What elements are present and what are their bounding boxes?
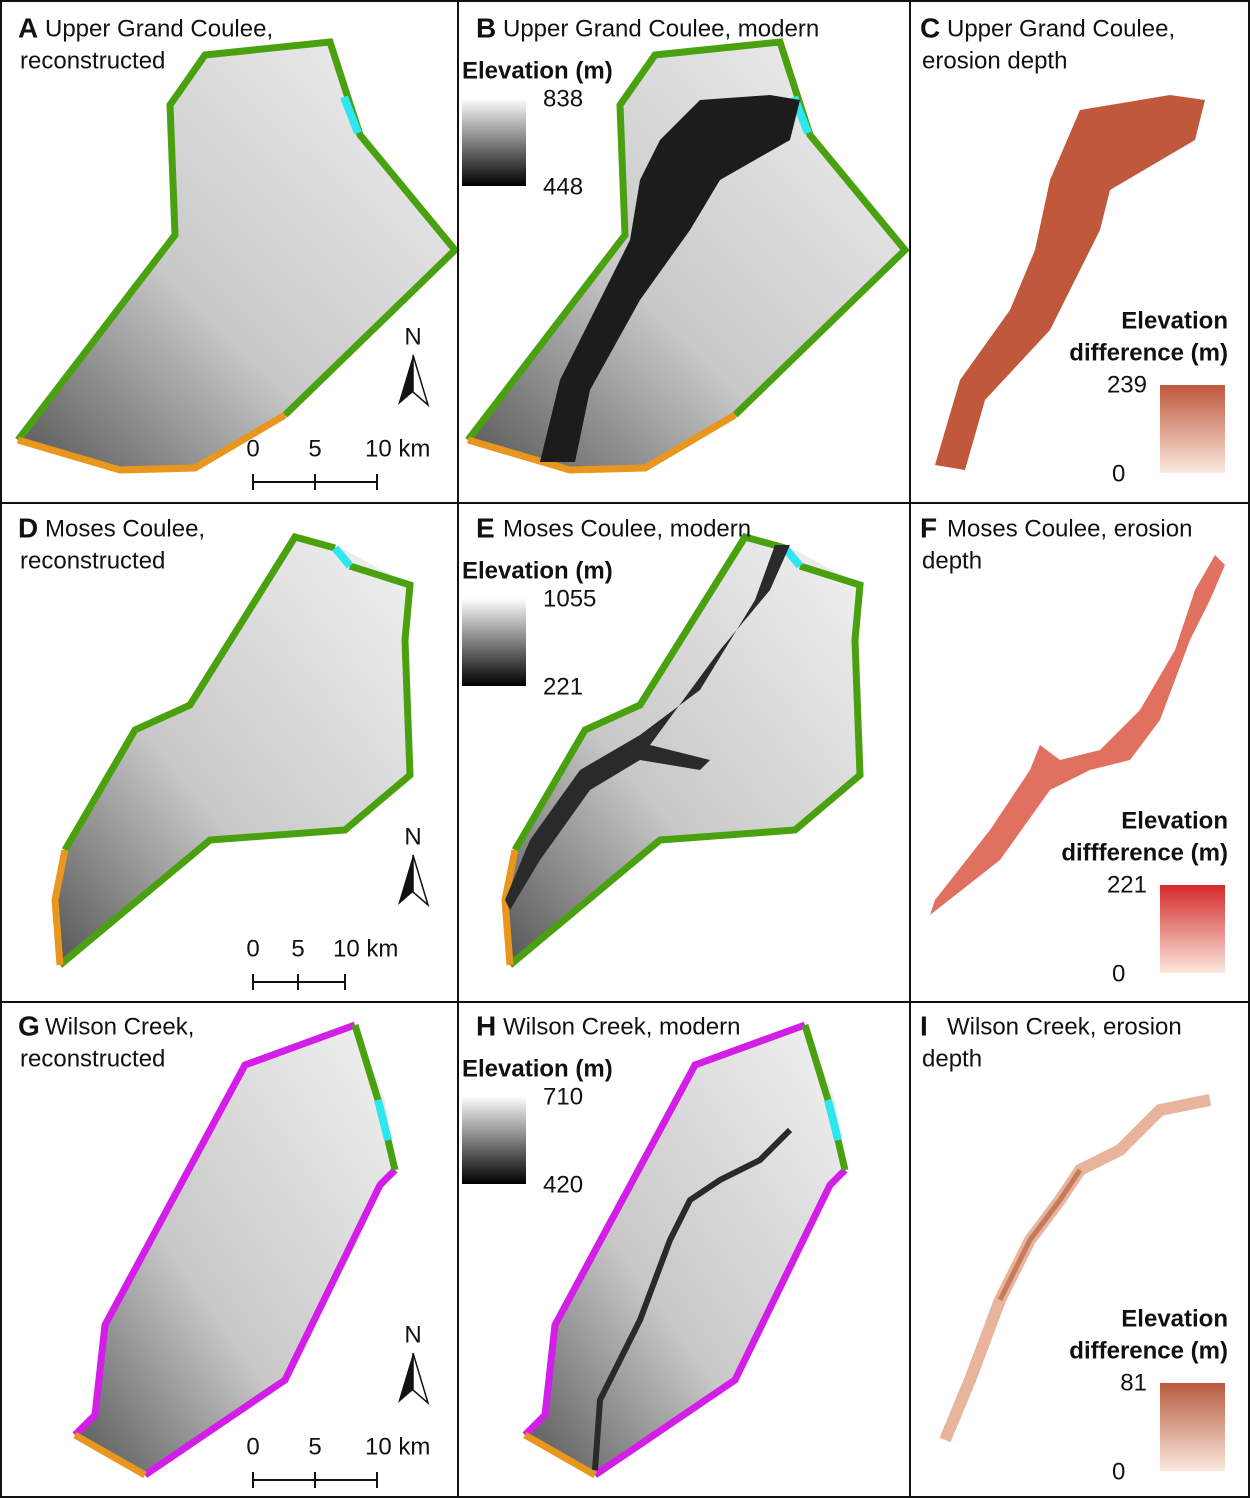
legend-min: 0 — [1112, 960, 1125, 987]
panel-title: reconstructed — [20, 47, 165, 74]
scale-label: 10 km — [365, 1433, 430, 1460]
legend-min: 221 — [543, 673, 583, 700]
panel-letter: G — [18, 1010, 40, 1041]
panel-title: Wilson Creek, modern — [503, 1013, 740, 1040]
panel-title: Moses Coulee, modern — [503, 515, 751, 542]
panel-title: Moses Coulee, erosion — [947, 515, 1192, 542]
map-reconstructed — [55, 537, 410, 965]
north-arrow-left — [398, 355, 413, 405]
legend-max: 81 — [1120, 1369, 1147, 1396]
north-label: N — [404, 1321, 421, 1348]
legend-title: Elevation (m) — [462, 1055, 613, 1082]
legend-title: difference (m) — [1069, 339, 1228, 366]
legend-title: Elevation — [1121, 807, 1228, 834]
north-label: N — [404, 823, 421, 850]
legend-min: 448 — [543, 173, 583, 200]
legend-title: difference (m) — [1069, 1337, 1228, 1364]
panel-letter: H — [476, 1010, 496, 1041]
panel-title: depth — [922, 1045, 982, 1072]
legend-max: 838 — [543, 85, 583, 112]
panel-title: erosion depth — [922, 47, 1067, 74]
legend-title: Elevation (m) — [462, 57, 613, 84]
panel-title: Upper Grand Coulee, modern — [503, 15, 819, 42]
figure: A Upper Grand Coulee, reconstructed 0 5 10 km… — [0, 0, 1250, 1498]
map-reconstructed — [75, 1025, 395, 1475]
panel-title: Wilson Creek, — [45, 1013, 194, 1040]
map-reconstructed — [18, 42, 455, 470]
legend-max: 1055 — [543, 585, 596, 612]
scale-label: 5 — [291, 935, 304, 962]
panel-title: Upper Grand Coulee, — [947, 15, 1175, 42]
legend-ramp — [462, 598, 526, 686]
north-label: N — [404, 323, 421, 350]
scale-label: 5 — [308, 1433, 321, 1460]
panel-letter: F — [920, 512, 937, 543]
legend-ramp — [462, 98, 526, 186]
north-arrow-left — [398, 855, 413, 905]
legend-min: 420 — [543, 1171, 583, 1198]
north-arrow-right — [413, 1353, 428, 1403]
legend-min: 0 — [1112, 460, 1125, 487]
north-arrow-right — [413, 855, 428, 905]
legend-max: 239 — [1107, 371, 1147, 398]
panel-title: reconstructed — [20, 1045, 165, 1072]
north-arrow-left — [398, 1353, 413, 1403]
north-arrow-right — [413, 355, 428, 405]
scale-label: 5 — [308, 435, 321, 462]
map-modern — [468, 42, 905, 470]
scale-label: 0 — [246, 935, 259, 962]
legend-ramp — [1160, 385, 1225, 473]
panel-letter: A — [18, 12, 38, 43]
legend-title: Elevation (m) — [462, 557, 613, 584]
scale-label: 10 km — [365, 435, 430, 462]
legend-max: 710 — [543, 1083, 583, 1110]
panel-letter: B — [476, 12, 496, 43]
panel-letter: E — [476, 512, 495, 543]
panel-letter: D — [18, 512, 38, 543]
panel-title: Moses Coulee, — [45, 515, 205, 542]
panel-title: depth — [922, 547, 982, 574]
scale-label: 0 — [246, 435, 259, 462]
panel-title: Wilson Creek, erosion — [947, 1013, 1182, 1040]
panel-letter: I — [920, 1010, 928, 1041]
legend-ramp — [462, 1096, 526, 1184]
panel-title: Upper Grand Coulee, — [45, 15, 273, 42]
legend-title: diffference (m) — [1061, 839, 1228, 866]
panel-letter: C — [920, 12, 940, 43]
legend-min: 0 — [1112, 1458, 1125, 1485]
legend-ramp — [1160, 1383, 1225, 1471]
panel-title: reconstructed — [20, 547, 165, 574]
scale-label: 10 km — [333, 935, 398, 962]
legend-ramp — [1160, 885, 1225, 973]
legend-title: Elevation — [1121, 1305, 1228, 1332]
scale-label: 0 — [246, 1433, 259, 1460]
legend-title: Elevation — [1121, 307, 1228, 334]
legend-max: 221 — [1107, 871, 1147, 898]
